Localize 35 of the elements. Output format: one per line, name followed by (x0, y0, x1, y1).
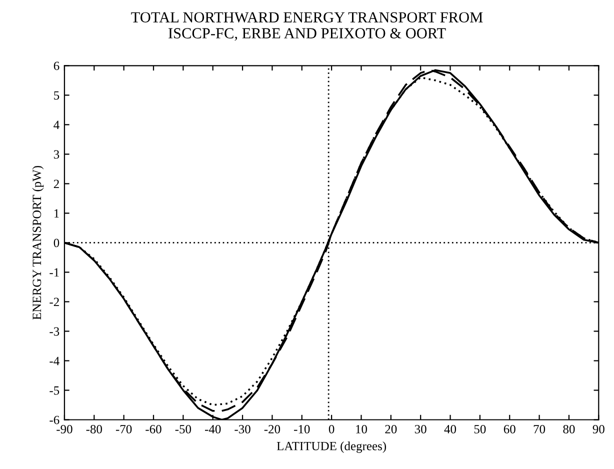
y-tick-label: 1 (54, 209, 59, 218)
x-tick-label: 70 (534, 424, 546, 434)
y-tick-label: -5 (50, 386, 60, 395)
x-tick-label: 0 (328, 424, 334, 434)
x-tick-label: 50 (474, 424, 486, 434)
x-tick-label: 40 (444, 424, 456, 434)
x-tick-label: 60 (504, 424, 516, 434)
y-tick-label: -2 (50, 298, 59, 306)
x-tick-label: -30 (234, 424, 250, 434)
y-tick-label: -3 (50, 327, 60, 336)
x-tick-label: -50 (175, 424, 192, 434)
y-tick-label: 6 (54, 62, 60, 70)
x-tick-label: -60 (146, 424, 162, 434)
y-tick-label: 0 (54, 238, 60, 248)
y-tick-label: -6 (50, 416, 60, 424)
x-tick-label: -90 (56, 424, 72, 434)
x-tick-label: -80 (86, 424, 102, 434)
y-tick-label: 2 (54, 180, 59, 188)
x-tick-label: 80 (563, 424, 575, 434)
x-tick-label: 90 (592, 424, 604, 434)
y-tick-label: 5 (54, 91, 60, 100)
y-axis-title: ENERGY TRANSPORT (pW) (32, 166, 44, 320)
chart-title: TOTAL NORTHWARD ENERGY TRANSPORT FROM ISCCP-FC, ERBE AND PEIXOTO & OORT (131, 12, 483, 41)
x-tick-label: 20 (385, 424, 397, 434)
x-tick-label: 30 (414, 424, 426, 434)
y-tick-label: -4 (50, 356, 60, 366)
y-tick-label: 3 (54, 150, 60, 159)
x-tick-label: -10 (294, 424, 310, 434)
x-tick-label: -40 (204, 424, 221, 434)
x-axis-title: LATITUDE (degrees) (276, 442, 386, 453)
y-tick-label: 4 (54, 120, 60, 130)
x-tick-label: -20 (264, 424, 280, 434)
x-tick-label: -70 (116, 424, 132, 434)
y-tick-label: -1 (50, 268, 59, 277)
x-tick-label: 10 (356, 424, 368, 434)
